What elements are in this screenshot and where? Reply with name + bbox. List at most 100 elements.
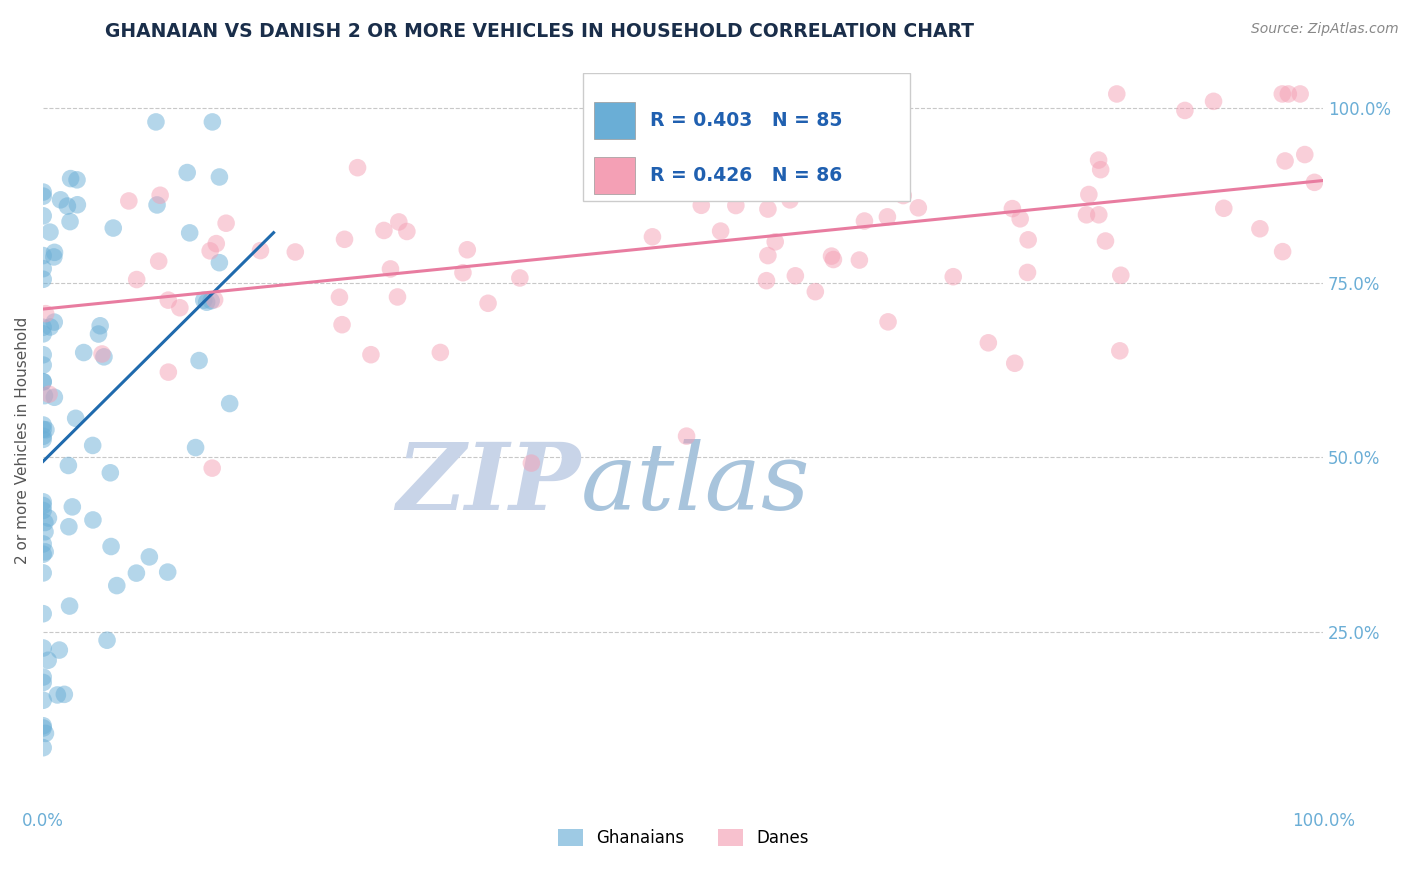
Point [37,511,59,525]
Point [32,670,55,684]
Point [380,261,402,276]
Point [32,503,55,517]
Point [148,254,170,268]
Point [39,225,62,239]
Point [1294,147,1316,161]
Point [360,348,382,362]
Point [193,293,215,308]
Point [32,189,55,203]
Point [89,318,111,333]
Point [330,318,353,332]
Point [195,295,218,310]
Point [724,198,747,212]
Point [66,173,89,187]
Point [34,524,56,539]
Point [942,269,965,284]
Point [710,224,733,238]
Point [1017,233,1039,247]
Point [477,296,499,310]
FancyBboxPatch shape [593,157,634,194]
Point [796,166,818,180]
Point [60,500,83,514]
Point [208,169,231,184]
Point [87,326,110,341]
Point [32,607,55,621]
Point [179,226,201,240]
Point [1017,265,1039,279]
Point [32,272,55,286]
Point [328,290,350,304]
Text: ZIP: ZIP [396,439,581,529]
FancyBboxPatch shape [593,103,634,139]
Point [1076,208,1098,222]
Point [32,547,55,561]
Point [1105,87,1128,101]
Point [907,201,929,215]
Point [876,210,898,224]
Point [249,244,271,258]
Point [853,214,876,228]
Point [46,688,69,702]
Point [451,266,474,280]
Point [32,429,55,443]
Point [184,441,207,455]
Point [877,315,900,329]
Point [1090,162,1112,177]
Point [820,249,842,263]
Point [32,740,55,755]
Point [1001,202,1024,216]
Point [32,640,55,655]
Point [53,687,76,701]
Point [1109,268,1132,283]
Point [138,549,160,564]
Point [145,115,167,129]
Text: Source: ZipAtlas.com: Source: ZipAtlas.com [1251,22,1399,37]
Point [395,225,418,239]
Point [34,307,56,321]
Point [93,350,115,364]
Point [32,417,55,432]
Point [204,293,226,307]
Point [32,348,55,362]
Point [1289,87,1312,101]
Point [675,429,697,443]
Point [146,198,169,212]
Point [44,390,66,404]
Point [58,599,80,613]
Point [1303,175,1326,189]
Point [91,347,114,361]
Point [32,375,55,389]
Point [35,423,58,437]
Point [333,232,356,246]
Point [690,198,713,212]
Point [105,578,128,592]
Point [34,516,56,530]
Point [891,188,914,202]
Point [34,389,56,403]
Legend: Ghanaians, Danes: Ghanaians, Danes [551,822,815,854]
Point [32,261,55,276]
Point [200,293,222,308]
Point [1274,153,1296,168]
Point [58,520,80,534]
Point [32,358,55,372]
Point [65,411,87,425]
Point [96,633,118,648]
Point [633,162,655,177]
Point [877,156,900,170]
Point [32,209,55,223]
Point [125,272,148,286]
Point [201,461,224,475]
Point [32,719,55,733]
Point [756,202,779,216]
Point [218,396,240,410]
Point [763,235,786,249]
Point [44,245,66,260]
Point [39,320,62,334]
Point [1087,208,1109,222]
Point [208,255,231,269]
Point [49,193,72,207]
Y-axis label: 2 or more Vehicles in Household: 2 or more Vehicles in Household [15,317,30,564]
Point [169,301,191,315]
Point [1077,187,1099,202]
